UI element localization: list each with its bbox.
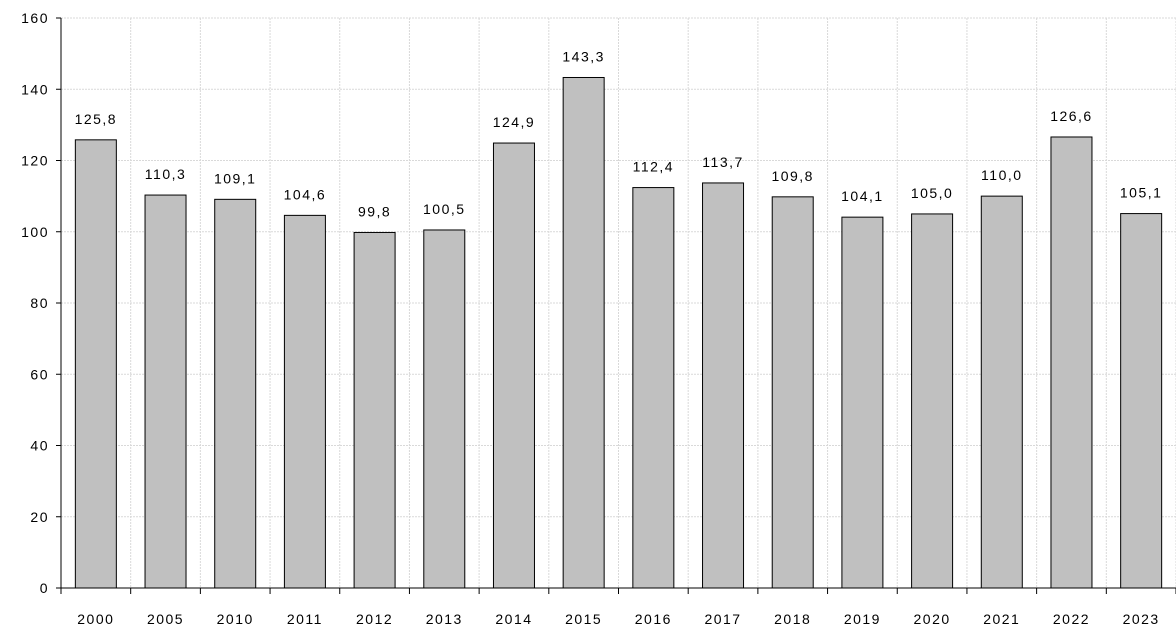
y-tick-label: 40 xyxy=(30,438,49,454)
data-label-2011: 104,6 xyxy=(284,186,327,202)
bar-2012 xyxy=(353,231,396,589)
x-tick-label-2019: 2019 xyxy=(844,611,881,627)
data-label-2022: 126,6 xyxy=(1050,108,1093,124)
y-tick-label: 120 xyxy=(21,153,49,169)
data-label-2018: 109,8 xyxy=(771,168,814,184)
grid-lines xyxy=(61,17,1176,588)
bar-2013 xyxy=(423,229,466,589)
x-tick-label-2000: 2000 xyxy=(77,611,114,627)
bar-2000 xyxy=(74,139,117,589)
data-label-2014: 124,9 xyxy=(493,114,536,130)
x-tick-label-2020: 2020 xyxy=(914,611,951,627)
x-tick-label-2010: 2010 xyxy=(217,611,254,627)
bar-2017 xyxy=(702,182,745,589)
data-label-2019: 104,1 xyxy=(841,188,884,204)
x-tick-label-2022: 2022 xyxy=(1053,611,1090,627)
x-tick-label-2012: 2012 xyxy=(356,611,393,627)
data-label-2016: 112,4 xyxy=(633,159,675,175)
data-label-2020: 105,0 xyxy=(911,185,954,201)
x-tick-label-2013: 2013 xyxy=(426,611,463,627)
x-tick-label-2023: 2023 xyxy=(1123,611,1160,627)
y-tick-label: 60 xyxy=(30,366,49,382)
data-label-2017: 113,7 xyxy=(702,154,744,170)
x-tick-label-2018: 2018 xyxy=(774,611,811,627)
data-label-2012: 99,8 xyxy=(358,203,391,219)
labels: 0 20 40 60 80 100 120 140 160 125,8 2000 110,3 2005 1… xyxy=(21,10,1163,627)
bar-2011 xyxy=(283,214,326,589)
bar-2005 xyxy=(144,194,187,589)
x-tick-label-2016: 2016 xyxy=(635,611,672,627)
bars xyxy=(74,76,1163,589)
data-label-2021: 110,0 xyxy=(981,167,1023,183)
data-label-2015: 143,3 xyxy=(562,48,605,64)
bar-2023 xyxy=(1120,213,1163,589)
data-label-2023: 105,1 xyxy=(1120,185,1163,201)
bar-2010 xyxy=(214,198,257,589)
bar-2022 xyxy=(1050,136,1093,589)
x-tick-label-2015: 2015 xyxy=(565,611,602,627)
x-tick-label-2017: 2017 xyxy=(704,611,741,627)
y-tick-label: 160 xyxy=(21,10,49,26)
bar-2018 xyxy=(771,196,814,589)
data-label-2005: 110,3 xyxy=(145,166,187,182)
data-label-2010: 109,1 xyxy=(214,170,257,186)
data-label-2000: 125,8 xyxy=(75,111,118,127)
x-tick-label-2005: 2005 xyxy=(147,611,184,627)
x-tick-label-2011: 2011 xyxy=(287,611,323,627)
bar-2019 xyxy=(841,216,884,589)
y-tick-label: 0 xyxy=(40,580,49,596)
bar-2021 xyxy=(980,195,1023,589)
bar-2016 xyxy=(632,187,675,589)
axes xyxy=(56,17,1176,594)
y-tick-label: 140 xyxy=(21,81,49,97)
bar-2020 xyxy=(911,213,954,589)
y-tick-label: 20 xyxy=(30,509,49,525)
data-label-2013: 100,5 xyxy=(423,201,466,217)
y-tick-label: 80 xyxy=(30,295,49,311)
y-tick-label: 100 xyxy=(21,224,49,240)
x-tick-label-2014: 2014 xyxy=(495,611,532,627)
bar-2014 xyxy=(492,142,535,589)
bar-2015 xyxy=(562,76,605,589)
x-tick-label-2021: 2021 xyxy=(983,611,1020,627)
